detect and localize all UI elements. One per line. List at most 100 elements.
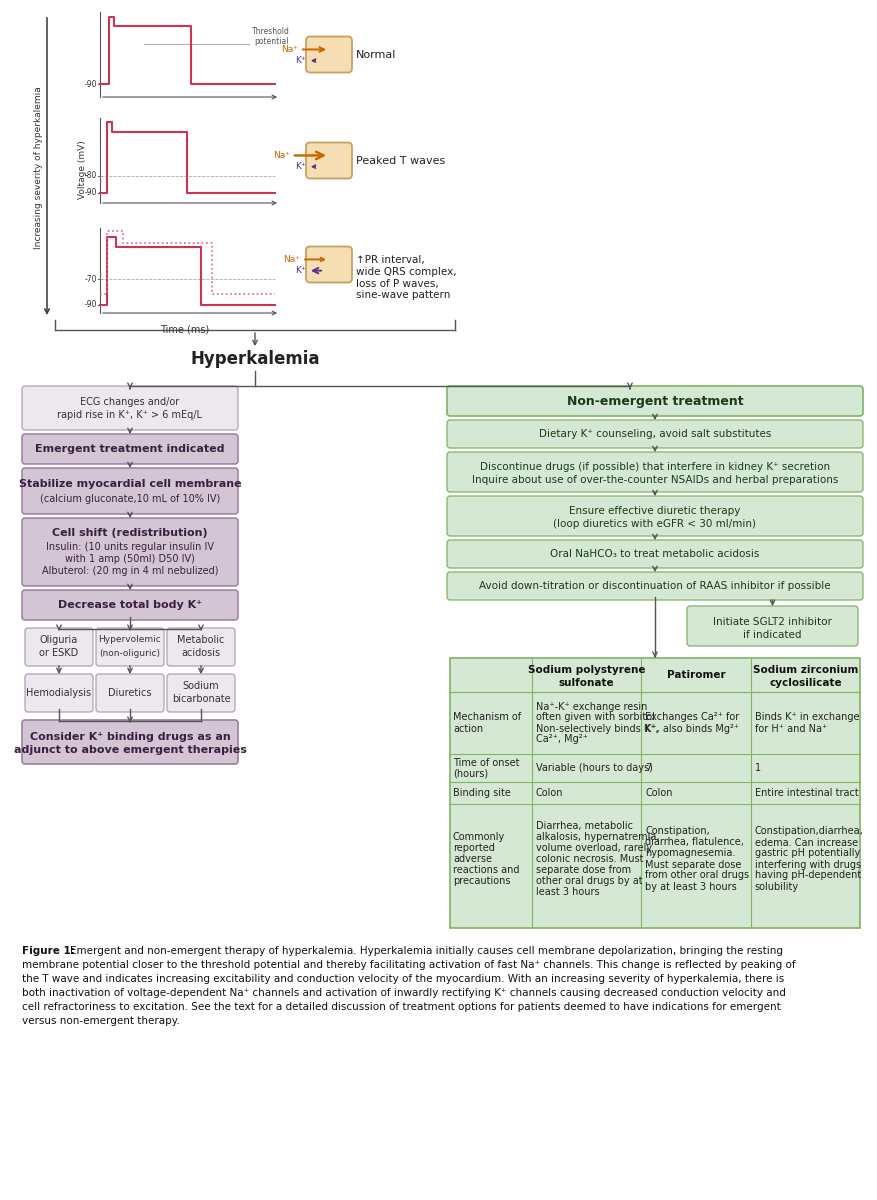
FancyBboxPatch shape bbox=[686, 606, 857, 646]
Text: Metabolic: Metabolic bbox=[177, 635, 225, 646]
FancyBboxPatch shape bbox=[22, 720, 238, 764]
Text: Must separate dose: Must separate dose bbox=[645, 859, 741, 870]
Text: with 1 amp (50ml) D50 IV): with 1 amp (50ml) D50 IV) bbox=[65, 554, 195, 564]
FancyBboxPatch shape bbox=[96, 674, 164, 712]
Text: 7: 7 bbox=[645, 763, 651, 773]
Text: (calcium gluconate,10 mL of 10% IV): (calcium gluconate,10 mL of 10% IV) bbox=[39, 494, 220, 504]
Text: -90: -90 bbox=[84, 300, 96, 308]
Text: Avoid down-titration or discontinuation of RAAS inhibitor if possible: Avoid down-titration or discontinuation … bbox=[479, 581, 830, 590]
Text: Diarrhea, metabolic: Diarrhea, metabolic bbox=[535, 821, 632, 830]
Text: Patiromer: Patiromer bbox=[666, 670, 724, 680]
Text: Na⁺: Na⁺ bbox=[282, 254, 300, 264]
Text: Figure 1:: Figure 1: bbox=[22, 946, 75, 956]
Text: Variable (hours to days): Variable (hours to days) bbox=[535, 763, 652, 773]
Text: Insulin: (10 units regular insulin IV: Insulin: (10 units regular insulin IV bbox=[46, 542, 214, 552]
Text: Na⁺-K⁺ exchange resin: Na⁺-K⁺ exchange resin bbox=[535, 702, 646, 712]
FancyBboxPatch shape bbox=[446, 496, 862, 536]
Text: Binds K⁺ in exchange: Binds K⁺ in exchange bbox=[754, 713, 859, 722]
Text: -90: -90 bbox=[84, 188, 96, 197]
Text: interfering with drugs: interfering with drugs bbox=[754, 859, 859, 870]
Text: (non-oliguric): (non-oliguric) bbox=[99, 648, 160, 658]
Text: Constipation,diarrhea,: Constipation,diarrhea, bbox=[754, 827, 862, 836]
FancyBboxPatch shape bbox=[446, 540, 862, 568]
Text: Time of onset: Time of onset bbox=[453, 757, 519, 768]
FancyBboxPatch shape bbox=[25, 674, 93, 712]
Text: Increasing severity of hyperkalemia: Increasing severity of hyperkalemia bbox=[34, 86, 44, 250]
Text: for H⁺ and Na⁺: for H⁺ and Na⁺ bbox=[754, 724, 826, 733]
Text: adverse: adverse bbox=[453, 854, 491, 864]
Text: from other oral drugs: from other oral drugs bbox=[645, 870, 749, 881]
Text: Initiate SGLT2 inhibitor: Initiate SGLT2 inhibitor bbox=[712, 617, 831, 626]
Text: Albuterol: (20 mg in 4 ml nebulized): Albuterol: (20 mg in 4 ml nebulized) bbox=[42, 566, 218, 576]
Text: gastric pH potentially: gastric pH potentially bbox=[754, 848, 859, 858]
Text: precautions: precautions bbox=[453, 876, 510, 886]
Text: Normal: Normal bbox=[355, 49, 396, 60]
Text: Non-emergent treatment: Non-emergent treatment bbox=[566, 395, 743, 408]
Text: reported: reported bbox=[453, 842, 495, 853]
FancyBboxPatch shape bbox=[96, 628, 164, 666]
Text: Sodium polystyrene: Sodium polystyrene bbox=[527, 665, 645, 674]
Text: hypomagnesemia.: hypomagnesemia. bbox=[645, 848, 735, 858]
Text: reactions and: reactions and bbox=[453, 865, 519, 875]
Text: -80: -80 bbox=[84, 172, 96, 180]
Text: having pH-dependent: having pH-dependent bbox=[754, 870, 860, 881]
Text: Cell shift (redistribution): Cell shift (redistribution) bbox=[52, 528, 208, 538]
Text: alkalosis, hypernatremia,: alkalosis, hypernatremia, bbox=[535, 832, 659, 842]
Text: Emergent treatment indicated: Emergent treatment indicated bbox=[35, 444, 225, 454]
FancyBboxPatch shape bbox=[446, 572, 862, 600]
Text: Hyperkalemia: Hyperkalemia bbox=[190, 350, 319, 368]
Text: Binding site: Binding site bbox=[453, 788, 510, 798]
Text: Stabilize myocardial cell membrane: Stabilize myocardial cell membrane bbox=[18, 479, 241, 490]
Text: membrane potential closer to the threshold potential and thereby facilitating ac: membrane potential closer to the thresho… bbox=[22, 960, 795, 970]
Text: volume overload, rarely: volume overload, rarely bbox=[535, 842, 652, 853]
Text: by at least 3 hours: by at least 3 hours bbox=[645, 882, 737, 892]
Text: Decrease total body K⁺: Decrease total body K⁺ bbox=[58, 600, 202, 610]
Text: ECG changes and/or: ECG changes and/or bbox=[81, 397, 180, 407]
Text: Colon: Colon bbox=[645, 788, 672, 798]
Text: Sodium zirconium: Sodium zirconium bbox=[752, 665, 857, 674]
Text: Discontinue drugs (if possible) that interfere in kidney K⁺ secretion: Discontinue drugs (if possible) that int… bbox=[480, 462, 829, 472]
Text: Time (ms): Time (ms) bbox=[160, 325, 210, 335]
Text: Oral NaHCO₃ to treat metabolic acidosis: Oral NaHCO₃ to treat metabolic acidosis bbox=[550, 550, 759, 559]
Text: Consider K⁺ binding drugs as an: Consider K⁺ binding drugs as an bbox=[30, 732, 230, 742]
Text: Emergent and non-emergent therapy of hyperkalemia. Hyperkalemia initially causes: Emergent and non-emergent therapy of hyp… bbox=[70, 946, 782, 956]
Text: if indicated: if indicated bbox=[743, 630, 801, 640]
Text: acidosis: acidosis bbox=[182, 648, 220, 658]
Text: Exchanges Ca²⁺ for: Exchanges Ca²⁺ for bbox=[645, 713, 738, 722]
Text: Ensure effective diuretic therapy: Ensure effective diuretic therapy bbox=[568, 506, 740, 516]
Text: Voltage (mV): Voltage (mV) bbox=[78, 140, 88, 199]
Text: ↑PR interval,
wide QRS complex,
loss of P waves,
sine-wave pattern: ↑PR interval, wide QRS complex, loss of … bbox=[355, 256, 456, 300]
Text: cell refractoriness to excitation. See the text for a detailed discussion of tre: cell refractoriness to excitation. See t… bbox=[22, 1002, 780, 1012]
FancyBboxPatch shape bbox=[446, 420, 862, 448]
Text: Dietary K⁺ counseling, avoid salt substitutes: Dietary K⁺ counseling, avoid salt substi… bbox=[538, 428, 770, 439]
Text: sulfonate: sulfonate bbox=[559, 678, 614, 688]
Text: K⁺: K⁺ bbox=[295, 56, 306, 65]
Text: Mechanism of: Mechanism of bbox=[453, 713, 521, 722]
Text: least 3 hours: least 3 hours bbox=[535, 887, 599, 898]
Text: edema. Can increase: edema. Can increase bbox=[754, 838, 857, 847]
Text: 1: 1 bbox=[754, 763, 760, 773]
Text: Commonly: Commonly bbox=[453, 832, 504, 842]
FancyBboxPatch shape bbox=[450, 658, 859, 928]
Text: Diuretics: Diuretics bbox=[108, 688, 152, 698]
Text: Oliguria: Oliguria bbox=[39, 635, 78, 646]
FancyBboxPatch shape bbox=[25, 628, 93, 666]
Text: Non-selectively binds K⁺,: Non-selectively binds K⁺, bbox=[535, 724, 658, 733]
Text: Peaked T waves: Peaked T waves bbox=[355, 156, 445, 166]
Text: action: action bbox=[453, 724, 482, 733]
Text: colonic necrosis. Must: colonic necrosis. Must bbox=[535, 854, 643, 864]
Text: Sodium: Sodium bbox=[182, 680, 219, 691]
Text: K⁺: K⁺ bbox=[295, 162, 306, 172]
Text: or ESKD: or ESKD bbox=[39, 648, 79, 658]
FancyBboxPatch shape bbox=[167, 674, 235, 712]
Text: often given with sorbitol: often given with sorbitol bbox=[535, 713, 654, 722]
Text: K⁺, also binds Mg²⁺: K⁺, also binds Mg²⁺ bbox=[645, 724, 738, 733]
Text: Colon: Colon bbox=[535, 788, 563, 798]
Text: Entire intestinal tract: Entire intestinal tract bbox=[754, 788, 858, 798]
FancyBboxPatch shape bbox=[167, 628, 235, 666]
FancyBboxPatch shape bbox=[446, 452, 862, 492]
Text: versus non-emergent therapy.: versus non-emergent therapy. bbox=[22, 1016, 180, 1026]
Text: Ca²⁺, Mg²⁺: Ca²⁺, Mg²⁺ bbox=[535, 734, 588, 744]
FancyBboxPatch shape bbox=[22, 386, 238, 430]
Text: Na⁺: Na⁺ bbox=[281, 44, 297, 54]
